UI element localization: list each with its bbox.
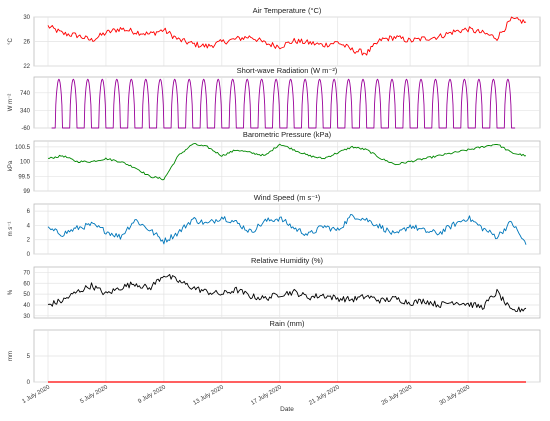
barometric-pressure-ytick-label: 100 (20, 160, 31, 166)
x-tick-label: 30 July 2020 (439, 384, 472, 407)
barometric-pressure-ytick-label: 100.5 (15, 145, 31, 151)
x-tick-label: 17 July 2020 (250, 384, 283, 407)
barometric-pressure-series-line (47, 143, 527, 181)
relative-humidity-ytick-label: 60 (23, 281, 30, 287)
shortwave-radiation-ytick-label: 340 (20, 108, 31, 114)
x-tick-label: 9 July 2020 (137, 384, 167, 405)
rain-ylabel: mm (8, 351, 14, 361)
x-tick-label: 21 July 2020 (308, 384, 341, 407)
x-axis-label: Date (280, 406, 294, 413)
relative-humidity-ytick-label: 70 (23, 270, 30, 276)
relative-humidity-ytick-label: 50 (23, 292, 30, 298)
relative-humidity-ylabel: % (8, 289, 14, 295)
barometric-pressure-title: Barometric Pressure (kPa) (243, 130, 332, 139)
wind-speed-ytick-label: 2 (27, 238, 31, 244)
shortwave-radiation-ytick-label: 740 (20, 91, 31, 97)
x-tick-label: 13 July 2020 (192, 384, 225, 407)
air-temperature-ytick-label: 22 (23, 64, 30, 70)
wind-speed-ylabel: m s⁻¹ (8, 222, 14, 237)
relative-humidity-ytick-label: 40 (23, 303, 30, 309)
x-tick-label: 1 July 2020 (21, 384, 51, 405)
relative-humidity-series-line (47, 274, 527, 313)
wind-speed-series-line (47, 213, 527, 245)
x-tick-label: 5 July 2020 (79, 384, 109, 405)
rain-title: Rain (mm) (270, 319, 306, 328)
relative-humidity-title: Relative Humidity (%) (251, 256, 324, 265)
shortwave-radiation-ytick-label: -60 (21, 126, 30, 132)
air-temperature-ytick-label: 30 (23, 15, 30, 21)
barometric-pressure-ylabel: kPa (8, 160, 14, 171)
wind-speed-ytick-label: 4 (27, 223, 31, 229)
shortwave-radiation-title: Short-wave Radiation (W m⁻²) (237, 66, 338, 75)
barometric-pressure-ytick-label: 99.5 (18, 174, 30, 180)
shortwave-radiation-series-line (51, 78, 516, 129)
wind-speed-plot-area (33, 203, 541, 255)
air-temperature-series-line (47, 16, 527, 56)
barometric-pressure-plot-area (33, 140, 541, 192)
air-temperature-title: Air Temperature (°C) (253, 6, 322, 15)
relative-humidity-ytick-label: 30 (23, 314, 30, 320)
barometric-pressure-ytick-label: 99 (23, 189, 30, 195)
wind-speed-ytick-label: 0 (27, 252, 31, 258)
rain-ytick-label: 0 (27, 380, 31, 386)
shortwave-radiation-ylabel: W m⁻² (8, 94, 14, 112)
rain-ytick-label: 5 (27, 354, 31, 360)
wind-speed-ytick-label: 6 (27, 209, 31, 215)
air-temperature-ylabel: °C (8, 37, 14, 44)
wind-speed-title: Wind Speed (m s⁻¹) (254, 193, 321, 202)
air-temperature-ytick-label: 26 (23, 40, 30, 46)
x-tick-label: 26 July 2020 (381, 384, 414, 407)
